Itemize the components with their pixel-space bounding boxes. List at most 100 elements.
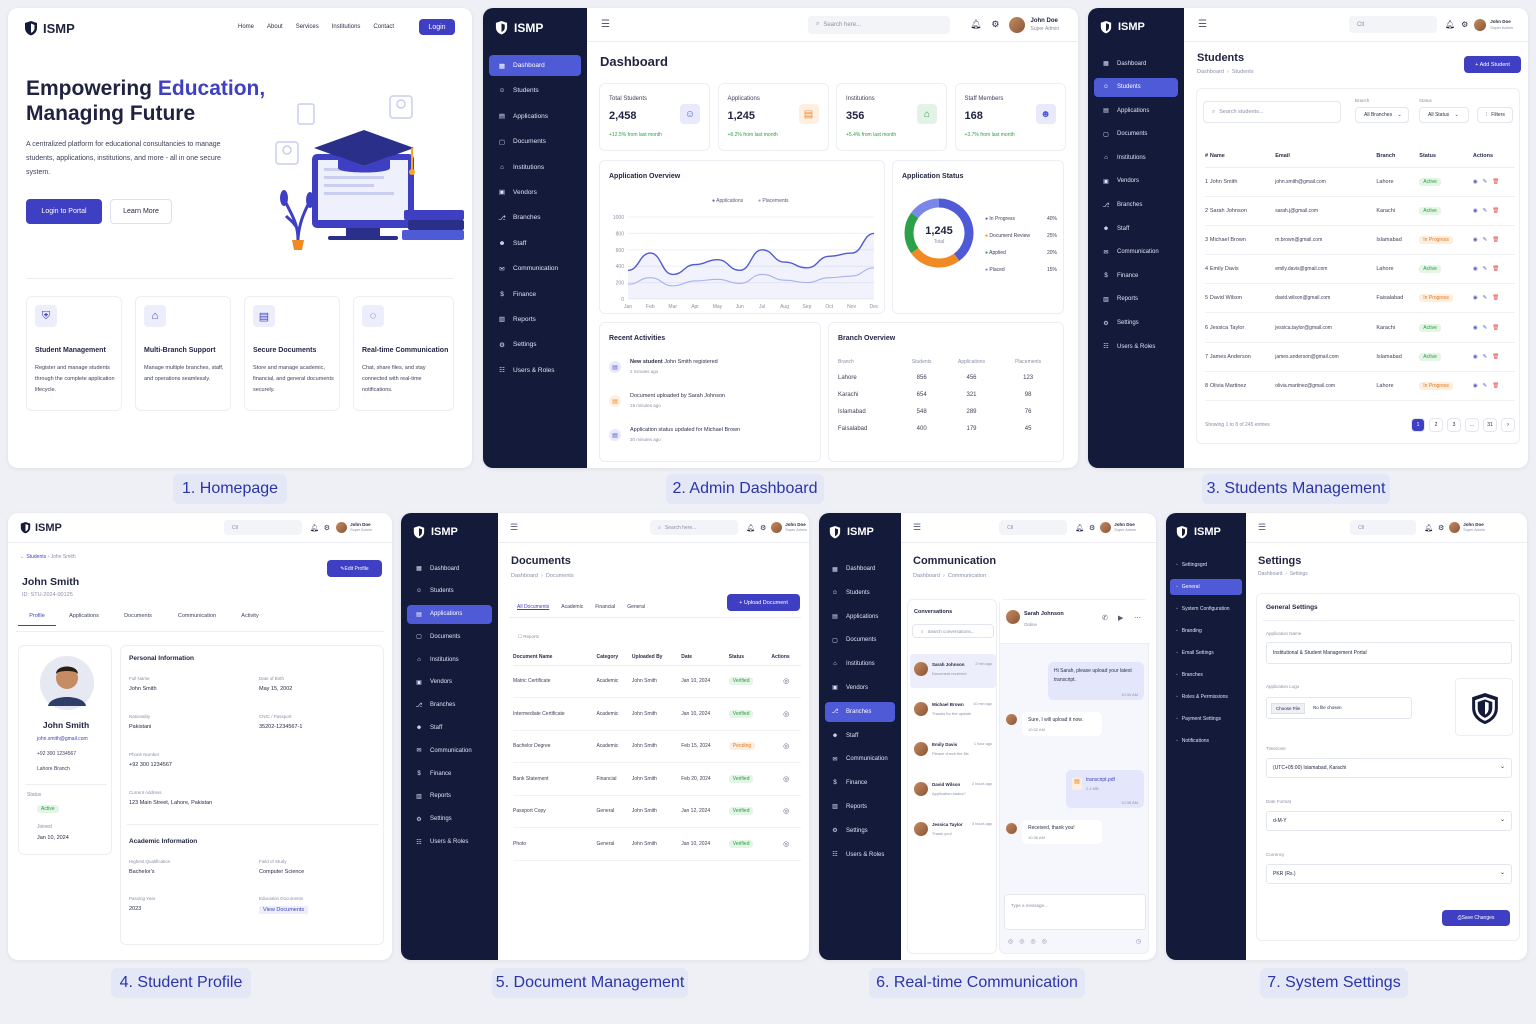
search-input[interactable]: ⌕ Search here... bbox=[807, 15, 950, 34]
table-row[interactable]: Bank Statement Financial John Smith Feb 20,… bbox=[513, 762, 801, 796]
stat-card[interactable]: Institutions 356 +5.4% from last month ⌂ bbox=[836, 83, 947, 151]
table-row[interactable]: 2 Sarah Johnson sarah.j@gmail.com Karachi Ac… bbox=[1205, 196, 1515, 226]
avatar[interactable] bbox=[336, 522, 348, 533]
sidebar-item-users-roles[interactable]: ☷ Users & Roles bbox=[825, 845, 895, 865]
delete-icon[interactable]: 🗑︎ bbox=[1492, 324, 1500, 331]
edit-icon[interactable]: ✎ bbox=[1482, 382, 1488, 389]
student-search-input[interactable]: ⌕ Search students... bbox=[1203, 101, 1341, 123]
table-row[interactable]: Karachi 654 321 98 bbox=[838, 386, 1056, 403]
app-name-input[interactable]: Institutional & Student Management Porta… bbox=[1266, 642, 1512, 664]
sidebar-item-dashboard[interactable]: ▦ Dashboard bbox=[407, 559, 492, 578]
nav-institutions[interactable]: Institutions bbox=[331, 24, 361, 30]
page-button[interactable]: 3 bbox=[1447, 418, 1461, 432]
add-student-button[interactable]: + Add Student bbox=[1464, 56, 1521, 73]
file-attachment[interactable]: ▤ transcript.pdf 2.4 MB 10:35 AM bbox=[1066, 770, 1144, 808]
tab-profile[interactable]: Profile bbox=[18, 613, 56, 626]
bell-icon[interactable]: 🔔︎ bbox=[309, 524, 319, 532]
view-icon[interactable]: ◎ bbox=[783, 775, 790, 783]
sidebar-item-finance[interactable]: $ Finance bbox=[825, 773, 895, 793]
edit-icon[interactable]: ✎ bbox=[1482, 178, 1488, 185]
stat-card[interactable]: Staff Members 168 +3.7% from last month ☻ bbox=[954, 83, 1066, 151]
sidebar-item-finance[interactable]: $ Finance bbox=[407, 764, 492, 783]
sidebar-item-branches[interactable]: ⎇ Branches bbox=[489, 207, 581, 228]
tab-documents[interactable]: Documents bbox=[124, 613, 152, 619]
view-icon[interactable]: ◉ bbox=[1472, 266, 1478, 273]
conversation-search-input[interactable]: ⌕ Search conversations... bbox=[912, 624, 994, 638]
menu-icon[interactable]: ☰ bbox=[601, 19, 610, 30]
conversation-item[interactable]: David Wilson Application status? 2 hours a… bbox=[910, 774, 996, 808]
sidebar-item-staff[interactable]: ☻ Staff bbox=[1094, 219, 1178, 238]
table-row[interactable]: 3 Michael Brown m.brown@gmail.com Islamabad… bbox=[1205, 225, 1515, 256]
sidebar-item-settings[interactable]: ⚙ Settings bbox=[489, 334, 581, 355]
sidebar-item-vendors[interactable]: ▣ Vendors bbox=[825, 678, 895, 698]
sidebar-item-documents[interactable]: ▢ Documents bbox=[407, 627, 492, 646]
login-button[interactable]: Login bbox=[419, 19, 455, 35]
avatar[interactable] bbox=[1009, 16, 1026, 33]
tab-general[interactable]: General bbox=[627, 604, 645, 610]
table-row[interactable]: 1 John Smith john.smith@gmail.com Lahore Act… bbox=[1205, 167, 1515, 197]
delete-icon[interactable]: 🗑︎ bbox=[1492, 266, 1500, 273]
gear-icon[interactable]: ⚙ bbox=[759, 524, 767, 532]
view-icon[interactable]: ◉ bbox=[1472, 353, 1478, 360]
table-row[interactable]: Photo General John Smith Jan 10, 2024 Verifi… bbox=[513, 827, 801, 861]
sidebar-item-students[interactable]: ☺ Students bbox=[407, 582, 492, 601]
tab-financial[interactable]: Financial bbox=[595, 604, 616, 610]
search-input[interactable]: Ctl bbox=[999, 520, 1068, 535]
file-input[interactable]: Choose File No file chosen bbox=[1266, 697, 1412, 719]
profile-logo[interactable]: ISMP bbox=[20, 521, 62, 534]
table-row[interactable]: 8 Olivia Martinez olivia.martinez@gmail.co… bbox=[1205, 371, 1515, 402]
gear-icon[interactable]: ⚙ bbox=[1461, 20, 1469, 29]
sidebar-item-reports[interactable]: ▥ Reports bbox=[489, 309, 581, 330]
sidebar-logo[interactable]: ISMP bbox=[401, 513, 498, 559]
message-input[interactable]: Type a message... bbox=[1004, 894, 1146, 930]
gear-icon[interactable]: ⚙ bbox=[991, 19, 1000, 29]
view-icon[interactable]: ◉ bbox=[1472, 178, 1478, 185]
tab-activity[interactable]: Activity bbox=[241, 613, 259, 619]
nav-services[interactable]: Services bbox=[295, 24, 319, 30]
table-row[interactable]: Lahore 856 456 123 bbox=[838, 369, 1056, 386]
page-button[interactable]: 1 bbox=[1411, 418, 1425, 432]
sidebar-item-staff[interactable]: ☻ Staff bbox=[407, 719, 492, 738]
view-icon[interactable]: ◎ bbox=[783, 678, 790, 686]
feature-card-realtime-communication[interactable]: ◌ Real-time Communication Chat, share fi… bbox=[353, 296, 454, 411]
date-format-select[interactable]: d-M-Y ⌄ bbox=[1266, 811, 1512, 831]
bell-icon[interactable]: 🔔︎ bbox=[1444, 20, 1456, 29]
bell-icon[interactable]: 🔔︎ bbox=[1075, 524, 1084, 532]
avatar[interactable] bbox=[1100, 522, 1112, 533]
search-input[interactable]: ⌕ Search here... bbox=[650, 520, 739, 535]
settings-menu-item[interactable]: ◦ Branding bbox=[1170, 623, 1242, 639]
save-changes-button[interactable]: ⎙ Save Changes bbox=[1442, 910, 1510, 926]
search-input[interactable]: Ctl bbox=[1350, 520, 1417, 535]
bell-icon[interactable]: 🔔︎ bbox=[969, 19, 982, 29]
delete-icon[interactable]: 🗑︎ bbox=[1492, 207, 1500, 214]
page-button[interactable]: 2 bbox=[1429, 418, 1443, 432]
table-row[interactable]: Matric Certificate Academic John Smith Jan … bbox=[513, 665, 801, 698]
table-row[interactable]: 6 Jessica Taylor jessica.taylor@gmail.com K… bbox=[1205, 312, 1515, 343]
settings-menu-item[interactable]: ◦ Roles & Permissions bbox=[1170, 689, 1242, 705]
settings-menu-item[interactable]: ◦ Notifications bbox=[1170, 733, 1242, 749]
nav-home[interactable]: Home bbox=[238, 24, 255, 30]
sidebar-item-vendors[interactable]: ▣ Vendors bbox=[489, 182, 581, 203]
bell-icon[interactable]: 🔔︎ bbox=[746, 524, 755, 532]
sidebar-item-students[interactable]: ☺ Students bbox=[825, 583, 895, 603]
call-icon[interactable]: ✆ bbox=[1102, 615, 1108, 622]
user-info[interactable]: John Doe Super Admin bbox=[785, 522, 807, 533]
nav-contact[interactable]: Contact bbox=[373, 24, 395, 30]
sidebar-item-applications[interactable]: ▤ Applications bbox=[489, 106, 581, 127]
sidebar-item-settings[interactable]: ⚙ Settings bbox=[825, 821, 895, 841]
menu-icon[interactable]: ☰ bbox=[1198, 19, 1207, 30]
sidebar-item-dashboard[interactable]: ▦ Dashboard bbox=[489, 55, 581, 76]
view-icon[interactable]: ◉ bbox=[1472, 295, 1478, 302]
tab-applications[interactable]: Applications bbox=[69, 613, 99, 619]
sidebar-item-students[interactable]: ☺ Students bbox=[1094, 77, 1178, 97]
conversation-item[interactable]: Jessica Taylor Thank you! 3 hours ago bbox=[910, 814, 996, 848]
sidebar-item-vendors[interactable]: ▣ Vendors bbox=[1094, 172, 1178, 191]
sidebar-item-branches[interactable]: ⎇ Branches bbox=[825, 701, 895, 722]
view-documents-link[interactable]: View Documents bbox=[259, 906, 309, 914]
video-icon[interactable]: ▶ bbox=[1118, 615, 1124, 622]
tab-communication[interactable]: Communication bbox=[177, 613, 217, 619]
sidebar-item-institutions[interactable]: ⌂ Institutions bbox=[1094, 148, 1178, 167]
edit-icon[interactable]: ✎ bbox=[1482, 207, 1488, 214]
edit-icon[interactable]: ✎ bbox=[1482, 353, 1488, 360]
delete-icon[interactable]: 🗑︎ bbox=[1492, 295, 1500, 302]
